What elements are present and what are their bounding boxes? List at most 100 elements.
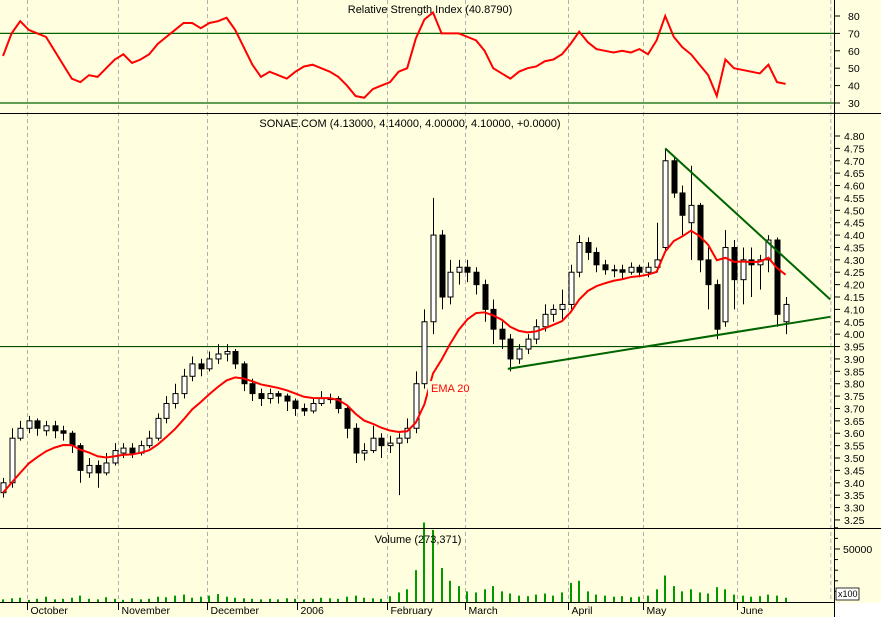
candle-up (387, 442, 394, 447)
candle-up (421, 321, 428, 385)
candle-down (671, 160, 678, 194)
price-tick-label: 3.75 (844, 391, 865, 403)
candle-down (335, 398, 342, 409)
volume-unit-box: x100 (835, 587, 860, 601)
price-tick-label: 4.00 (844, 329, 865, 341)
volume-bar (552, 595, 554, 602)
price-tick-label: 4.10 (844, 304, 865, 316)
volume-bar (389, 596, 391, 602)
month-label: December (211, 605, 260, 617)
volume-bar (578, 580, 580, 602)
candle-up (103, 462, 110, 474)
volume-bar (699, 592, 701, 602)
volume-bar (62, 598, 64, 602)
candle-up (17, 427, 24, 439)
price-tick-label: 3.60 (844, 428, 865, 440)
volume-bar (346, 596, 348, 602)
candle-down (439, 234, 446, 298)
candle-down (198, 363, 205, 370)
price-tick-label: 3.50 (844, 453, 865, 465)
price-tick-label: 4.50 (844, 205, 865, 217)
volume-bar (570, 582, 572, 602)
candle-down (284, 395, 291, 402)
candle-up (568, 271, 575, 305)
candle-down (60, 430, 67, 434)
volume-bar (329, 598, 331, 602)
volume-bar (217, 594, 219, 602)
candle-down (490, 308, 497, 330)
volume-bar (79, 595, 81, 602)
candle-down (705, 259, 712, 286)
volume-bar (36, 598, 38, 602)
volume-unit-label: x100 (838, 589, 858, 599)
candle-up (310, 403, 317, 412)
candle-up (224, 350, 231, 355)
ema-label-box (428, 381, 472, 395)
rsi-tick-label: 70 (848, 28, 860, 40)
candle-down (292, 400, 299, 409)
volume-bar (380, 598, 382, 602)
volume-bar (269, 598, 271, 602)
volume-bar (716, 587, 718, 602)
volume-bar (441, 568, 443, 602)
candle-down (464, 266, 471, 273)
volume-bar (2, 599, 4, 602)
candle-up (215, 353, 222, 360)
candle-up (533, 326, 540, 340)
candle-up (628, 266, 635, 273)
volume-bar (398, 592, 400, 602)
price-tick-label: 4.65 (844, 168, 865, 180)
trendline (664, 147, 831, 301)
volume-bar (372, 598, 374, 602)
candle-down (714, 284, 721, 330)
volume-bar (750, 596, 752, 602)
candle-up (611, 269, 618, 272)
price-tick-label: 4.55 (844, 193, 865, 205)
volume-bar (767, 594, 769, 602)
volume-bar (621, 596, 623, 602)
candle-up (430, 234, 437, 323)
price-tick-label: 3.80 (844, 379, 865, 391)
volume-bar (613, 596, 615, 602)
volume-bar (544, 593, 546, 602)
candle-up (550, 308, 557, 315)
candle-up (267, 393, 274, 400)
candle-down (77, 445, 84, 471)
volume-bar (131, 598, 133, 602)
price-tick-label: 4.35 (844, 242, 865, 254)
volume-bar (54, 599, 56, 602)
candle-up (206, 358, 213, 370)
volume-bar (243, 598, 245, 602)
month-label: October (31, 605, 69, 617)
price-tick-label: 4.75 (844, 143, 865, 155)
volume-bar (105, 597, 107, 602)
price-tick-label: 4.20 (844, 280, 865, 292)
volume-bar (19, 597, 21, 602)
rsi-tick-label: 40 (848, 81, 860, 93)
candle-up (172, 393, 179, 405)
price-tick-label: 4.05 (844, 317, 865, 329)
volume-bar (681, 591, 683, 602)
volume-bar (294, 598, 296, 602)
candle-down (232, 350, 239, 365)
volume-bar (183, 594, 185, 602)
volume-bar (337, 598, 339, 602)
candle-down (602, 264, 609, 271)
price-tick-label: 4.80 (844, 131, 865, 143)
candle-down (593, 251, 600, 266)
volume-bar (776, 595, 778, 602)
volume-bar (707, 593, 709, 602)
rsi-panel (0, 10, 834, 104)
candle-up (413, 383, 420, 429)
candle-down (241, 363, 248, 385)
volume-bar (165, 597, 167, 602)
candle-down (344, 407, 351, 429)
volume-bar (630, 597, 632, 602)
volume-bar (733, 594, 735, 602)
volume-bar (638, 596, 640, 602)
candle-down (636, 266, 643, 273)
volume-bar (234, 597, 236, 602)
candle-up (396, 437, 403, 444)
